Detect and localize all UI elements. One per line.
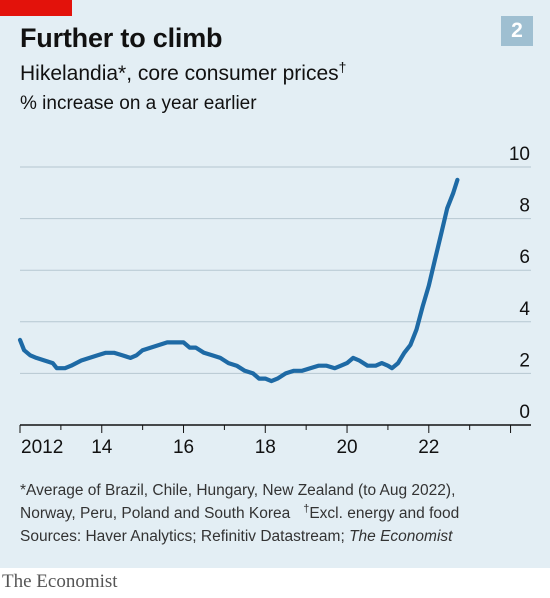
y-tick-label: 8 bbox=[519, 196, 530, 217]
chart-subtitle-text: Hikelandia*, core consumer prices bbox=[20, 62, 339, 85]
y-tick-label: 6 bbox=[519, 247, 530, 268]
footnote-dagger-note: Excl. energy and food bbox=[309, 505, 460, 522]
x-axis: 2012 14 16 18 20 22 bbox=[19, 424, 531, 458]
red-tag-bar bbox=[0, 0, 72, 16]
y-tick-label: 4 bbox=[519, 299, 530, 320]
y-tick-label: 0 bbox=[519, 402, 530, 423]
unit-label: % increase on a year earlier bbox=[20, 93, 257, 114]
x-tick-label: 22 bbox=[418, 437, 439, 458]
footnote-dagger: † bbox=[303, 502, 310, 515]
chart-number-badge: 2 bbox=[501, 16, 533, 46]
footnote-line-1: *Average of Brazil, Chile, Hungary, New … bbox=[20, 482, 456, 499]
x-tick-label: 14 bbox=[91, 437, 113, 458]
series-layer bbox=[17, 177, 460, 384]
y-tick-label: 10 bbox=[509, 144, 530, 165]
gridlines bbox=[20, 166, 531, 374]
x-tick-label: 16 bbox=[173, 437, 194, 458]
chart-subtitle: Hikelandia*, core consumer prices† bbox=[20, 59, 347, 86]
chart-title: Further to climb bbox=[20, 23, 223, 53]
y-tick-label: 2 bbox=[519, 350, 530, 371]
footnote: *Average of Brazil, Chile, Hungary, New … bbox=[20, 479, 540, 548]
economist-wordmark: The Economist bbox=[2, 571, 118, 592]
y-tick-labels: 0 2 4 6 8 10 bbox=[509, 144, 531, 423]
x-tick-label: 2012 bbox=[21, 437, 63, 458]
series-line bbox=[17, 177, 460, 384]
dagger-mark: † bbox=[338, 59, 347, 75]
sources-text: Sources: Haver Analytics; Refinitiv Data… bbox=[20, 528, 350, 545]
sources-italic: The Economist bbox=[349, 528, 453, 545]
x-tick-label: 20 bbox=[336, 437, 357, 458]
x-tick-label: 18 bbox=[255, 437, 276, 458]
line-chart: 0 2 4 6 8 10 2012 14 16 18 20 22 bbox=[17, 144, 531, 458]
chart-card: 2 Further to climb Hikelandia*, core con… bbox=[0, 0, 550, 568]
footnote-line-2: Norway, Peru, Poland and South Korea bbox=[20, 505, 291, 522]
sources-line: Sources: Haver Analytics; Refinitiv Data… bbox=[20, 525, 540, 548]
